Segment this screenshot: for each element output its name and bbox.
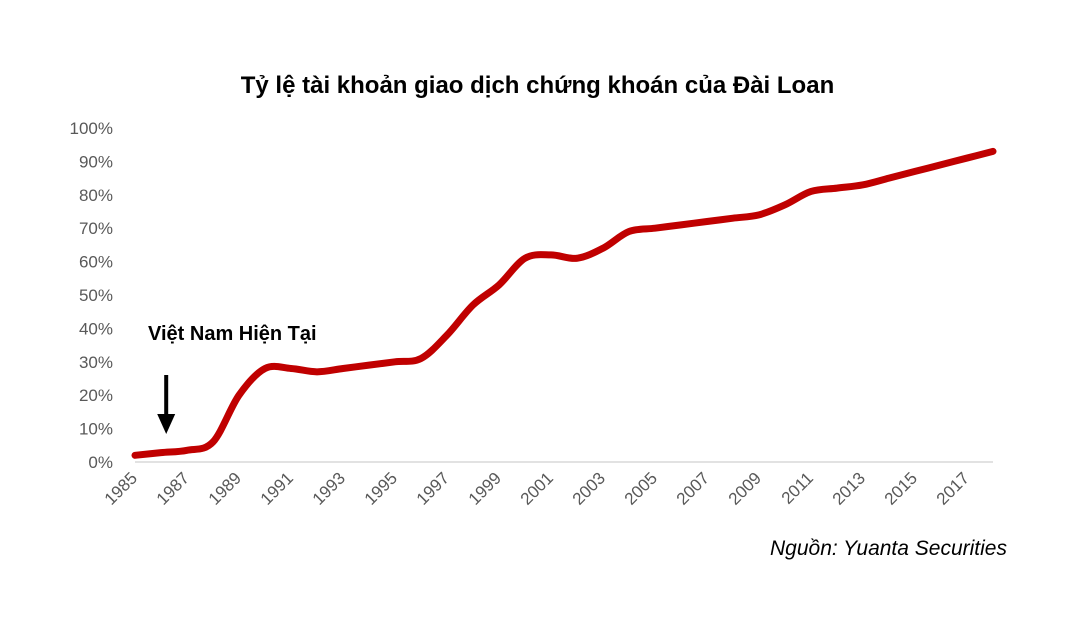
y-tick-label: 90% <box>79 152 113 171</box>
x-tick-label: 1999 <box>465 469 505 509</box>
y-axis-labels: 0% 10% 20% 30% 40% 50% 60% 70% 80% 90% 100% <box>70 119 113 472</box>
x-tick-label: 1997 <box>413 469 453 509</box>
y-tick-label: 70% <box>79 219 113 238</box>
x-tick-label: 1985 <box>101 469 141 509</box>
y-tick-label: 80% <box>79 186 113 205</box>
annotation-group <box>157 375 176 434</box>
x-tick-label: 2015 <box>881 469 921 509</box>
chart-title: Tỷ lệ tài khoản giao dịch chứng khoán củ… <box>240 72 835 99</box>
x-tick-label: 2007 <box>673 469 713 509</box>
x-tick-label: 2009 <box>725 469 765 509</box>
y-tick-label: 60% <box>79 253 113 272</box>
x-tick-label: 1995 <box>361 469 401 509</box>
x-tick-label: 2011 <box>778 469 817 508</box>
x-tick-label: 2005 <box>621 469 661 509</box>
x-axis-labels: 1985 1987 1989 1991 1993 1995 1997 1999 2001 2003… <box>101 469 973 509</box>
y-tick-label: 50% <box>79 286 113 305</box>
x-tick-label: 1991 <box>257 469 297 509</box>
x-tick-label: 2013 <box>829 469 869 509</box>
y-tick-label: 40% <box>79 319 113 338</box>
x-tick-label: 2003 <box>569 469 609 509</box>
y-tick-label: 10% <box>79 420 113 439</box>
x-tick-label: 1993 <box>309 469 349 509</box>
series-line <box>131 147 997 459</box>
x-tick-label: 2001 <box>517 469 557 509</box>
annotation-arrow-head <box>157 414 176 434</box>
x-tick-label: 1989 <box>205 469 245 509</box>
y-tick-label: 20% <box>79 386 113 405</box>
y-tick-label: 30% <box>79 353 113 372</box>
y-tick-label: 0% <box>88 453 113 472</box>
source-note: Nguồn: Yuanta Securities <box>770 537 1007 560</box>
x-tick-label: 2017 <box>933 469 973 509</box>
annotation-label: Việt Nam Hiện Tại <box>148 323 317 345</box>
series-group <box>131 147 997 459</box>
x-tick-label: 1987 <box>153 469 193 509</box>
y-tick-label: 100% <box>70 119 113 138</box>
